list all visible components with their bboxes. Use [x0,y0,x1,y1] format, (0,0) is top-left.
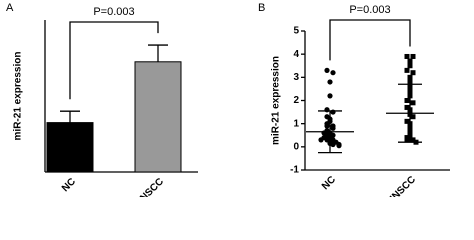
data-point [404,137,410,143]
x-tick-label: NC [60,176,78,194]
annotation: P=0.003 [349,4,390,16]
y-tick-label: 1 [293,118,299,129]
data-point [404,67,410,73]
data-point [330,125,336,131]
data-point [407,58,413,64]
annotation: P=0.003 [93,6,134,18]
y-axis-label: miR-21 expression [13,52,24,141]
data-point [407,74,413,80]
sd-bar [398,83,422,143]
y-tick-label: 3 [293,72,299,83]
error-bar [60,110,80,123]
y-tick-label: 2 [293,95,299,106]
data-point [404,98,410,103]
y-tick-label: 4 [293,49,299,60]
x-tick-label: HNSCC [133,176,166,197]
data-point [410,53,416,59]
significance-bracket [329,19,411,61]
data-point [407,79,413,85]
data-point [324,123,330,129]
data-point [330,109,336,115]
data-point [404,118,410,124]
data-point [330,70,336,76]
y-tick-label: -1 [290,165,299,176]
data-point [318,137,324,143]
data-point [404,53,410,59]
data-point [330,141,336,148]
x-tick-label: HNSCC [385,174,418,197]
data-point [324,107,330,113]
data-point [327,79,333,85]
significance-bracket [69,21,159,100]
data-point [336,143,342,149]
y-tick-label: 5 [293,26,299,37]
panel-letter: A [6,2,14,14]
bar [134,61,182,173]
y-axis-label: miR-21 expression [271,56,282,145]
data-point [324,67,330,73]
sd-bar [318,110,342,154]
data-point [410,70,416,76]
error-bar [148,44,168,62]
y-tick-label: 0 [293,141,299,152]
panel-letter: B [258,2,265,14]
data-point [404,104,410,110]
data-point [410,137,416,143]
x-tick-label: NC [320,174,338,192]
data-point [327,93,333,99]
data-point [410,100,416,106]
data-point [407,63,413,69]
bar [46,122,94,173]
data-point [410,114,416,120]
